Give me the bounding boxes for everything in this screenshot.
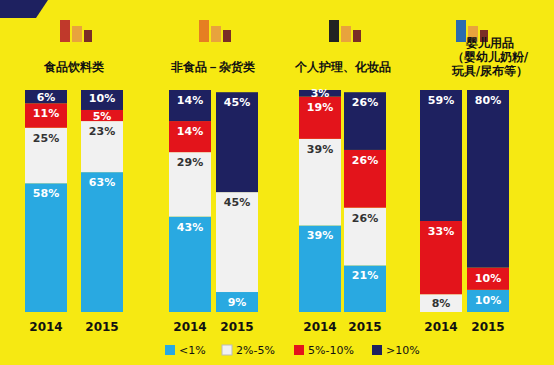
category-label: 个人护理、化妆品 xyxy=(278,60,408,74)
data-label: 14% xyxy=(177,94,203,107)
data-label: 33% xyxy=(428,225,454,238)
year-label: 2015 xyxy=(220,320,253,334)
year-label: 2015 xyxy=(348,320,381,334)
bar-segment xyxy=(81,90,123,110)
legend-label: 5%-10% xyxy=(308,344,354,357)
year-label: 2014 xyxy=(29,320,62,334)
bar-segment xyxy=(81,172,123,312)
bar-segment xyxy=(169,90,211,121)
icon xyxy=(341,26,351,42)
legend-swatch xyxy=(165,345,175,355)
data-label: 26% xyxy=(352,96,378,109)
icon xyxy=(60,20,70,42)
bar-segment xyxy=(344,208,386,266)
category-label: 婴儿用品 （婴幼儿奶粉/ 玩具/尿布等） xyxy=(440,36,540,78)
bar-segment xyxy=(420,221,462,294)
data-label: 45% xyxy=(224,196,250,209)
data-label: 11% xyxy=(33,107,59,120)
bar-segment xyxy=(344,150,386,208)
data-label: 3% xyxy=(311,87,330,100)
data-label: 8% xyxy=(432,297,451,310)
icon xyxy=(456,20,466,42)
data-label: 25% xyxy=(33,132,59,145)
bar-segment xyxy=(216,192,258,292)
category-label: 非食品－杂货类 xyxy=(148,60,278,74)
bar-segment xyxy=(420,294,462,312)
bar-segment xyxy=(216,92,258,192)
bar-segment xyxy=(169,217,211,312)
icon xyxy=(72,26,82,42)
data-label: 10% xyxy=(475,272,501,285)
data-label: 39% xyxy=(307,143,333,156)
data-label: 59% xyxy=(428,94,454,107)
bar-segment xyxy=(467,90,509,268)
bar-segment xyxy=(25,183,67,312)
legend-swatch xyxy=(372,345,382,355)
data-labels: 58% 25% 11% 6% 63% 23% 5% 10% 43% 29% 14% 14% 9% 45% 4… xyxy=(33,87,501,310)
data-label: 63% xyxy=(89,176,115,189)
year-label: 2015 xyxy=(471,320,504,334)
legend-swatch xyxy=(294,345,304,355)
data-label: 29% xyxy=(177,156,203,169)
bar-segment xyxy=(169,121,211,152)
icon xyxy=(199,20,209,42)
data-label: 10% xyxy=(89,92,115,105)
bar-segment xyxy=(25,90,67,103)
bar-segment xyxy=(467,290,509,312)
data-label: 26% xyxy=(352,154,378,167)
year-label: 2014 xyxy=(303,320,336,334)
year-label: 2015 xyxy=(85,320,118,334)
chart-wrap: 58% 25% 11% 6% 63% 23% 5% 10% 43% 29% 14% 14% 9% 45% 4… xyxy=(0,0,554,365)
corner-deco xyxy=(0,0,48,18)
bar-segment xyxy=(344,92,386,150)
bar-segment xyxy=(299,225,341,312)
legend-label: <1% xyxy=(179,344,206,357)
bar-segment xyxy=(169,152,211,216)
bar-segment xyxy=(299,97,341,139)
data-label: 5% xyxy=(93,110,112,123)
icon xyxy=(84,30,92,42)
bar-segment xyxy=(467,268,509,290)
bar-segment xyxy=(344,265,386,312)
bar-segment xyxy=(420,90,462,221)
data-label: 39% xyxy=(307,229,333,242)
icon xyxy=(223,30,231,42)
icon xyxy=(211,26,221,42)
bar-segment xyxy=(216,292,258,312)
data-label: 80% xyxy=(475,94,501,107)
legend-label: >10% xyxy=(386,344,420,357)
data-label: 21% xyxy=(352,269,378,282)
data-label: 6% xyxy=(37,91,56,104)
category-label: 食品饮料类 xyxy=(9,60,139,74)
data-label: 10% xyxy=(475,294,501,307)
bar-segment xyxy=(25,128,67,183)
legend-label: 2%-5% xyxy=(236,344,275,357)
year-label: 2014 xyxy=(424,320,457,334)
bars xyxy=(25,90,509,312)
year-label: 2014 xyxy=(173,320,206,334)
bar-segment xyxy=(299,139,341,226)
legend-swatch xyxy=(222,345,232,355)
data-label: 58% xyxy=(33,187,59,200)
data-label: 9% xyxy=(228,296,247,309)
bar-segment xyxy=(25,103,67,127)
bar-segment xyxy=(81,121,123,172)
data-label: 43% xyxy=(177,221,203,234)
data-label: 45% xyxy=(224,96,250,109)
data-label: 23% xyxy=(89,125,115,138)
axis-line xyxy=(14,90,15,312)
icon xyxy=(353,30,361,42)
data-label: 14% xyxy=(177,125,203,138)
icon xyxy=(329,20,339,42)
data-label: 26% xyxy=(352,212,378,225)
data-label: 19% xyxy=(307,101,333,114)
